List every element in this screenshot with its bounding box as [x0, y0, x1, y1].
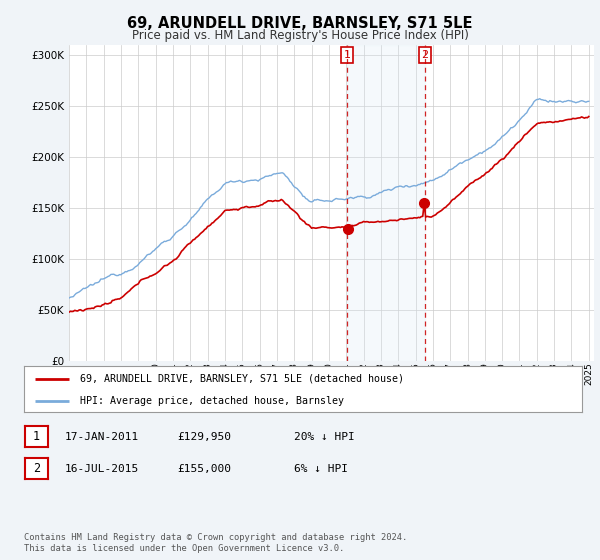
Text: 69, ARUNDELL DRIVE, BARNSLEY, S71 5LE (detached house): 69, ARUNDELL DRIVE, BARNSLEY, S71 5LE (d… — [80, 374, 404, 384]
Text: 16-JUL-2015: 16-JUL-2015 — [65, 464, 139, 474]
Text: 1: 1 — [344, 50, 350, 60]
Text: £129,950: £129,950 — [177, 432, 231, 442]
Text: 2: 2 — [421, 50, 428, 60]
Bar — [347, 45, 425, 361]
Text: 2: 2 — [33, 462, 40, 475]
Text: 20% ↓ HPI: 20% ↓ HPI — [294, 432, 355, 442]
Text: Price paid vs. HM Land Registry's House Price Index (HPI): Price paid vs. HM Land Registry's House … — [131, 29, 469, 42]
Text: 17-JAN-2011: 17-JAN-2011 — [65, 432, 139, 442]
Text: 1: 1 — [33, 430, 40, 444]
Text: £155,000: £155,000 — [177, 464, 231, 474]
Text: 6% ↓ HPI: 6% ↓ HPI — [294, 464, 348, 474]
Text: 69, ARUNDELL DRIVE, BARNSLEY, S71 5LE: 69, ARUNDELL DRIVE, BARNSLEY, S71 5LE — [127, 16, 473, 31]
Text: HPI: Average price, detached house, Barnsley: HPI: Average price, detached house, Barn… — [80, 395, 344, 405]
Text: Contains HM Land Registry data © Crown copyright and database right 2024.
This d: Contains HM Land Registry data © Crown c… — [24, 533, 407, 553]
